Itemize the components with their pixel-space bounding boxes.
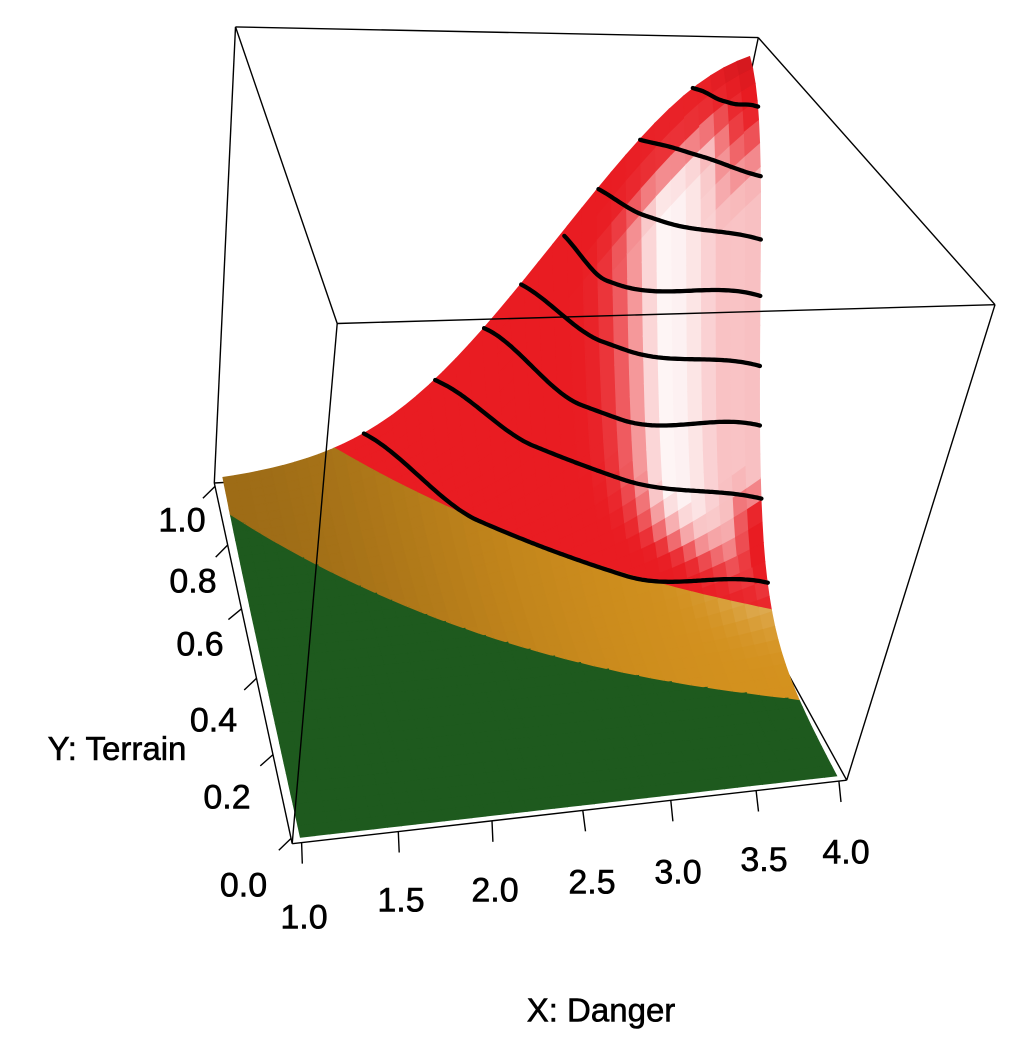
svg-text:2.0: 2.0	[471, 872, 518, 910]
svg-text:4.0: 4.0	[822, 834, 869, 872]
svg-text:Y: Terrain: Y: Terrain	[48, 730, 187, 767]
svg-text:0.2: 0.2	[203, 779, 250, 817]
svg-text:0.8: 0.8	[169, 563, 216, 601]
svg-text:1.0: 1.0	[158, 502, 205, 540]
svg-text:3.0: 3.0	[654, 854, 701, 892]
svg-text:1.5: 1.5	[377, 882, 424, 920]
svg-text:1.0: 1.0	[280, 899, 327, 937]
svg-text:0.0: 0.0	[220, 867, 267, 905]
svg-text:2.5: 2.5	[568, 864, 615, 902]
svg-text:3.5: 3.5	[740, 841, 787, 879]
svg-text:0.4: 0.4	[190, 702, 237, 740]
svg-text:0.6: 0.6	[176, 626, 223, 664]
svg-text:X: Danger: X: Danger	[527, 992, 676, 1029]
